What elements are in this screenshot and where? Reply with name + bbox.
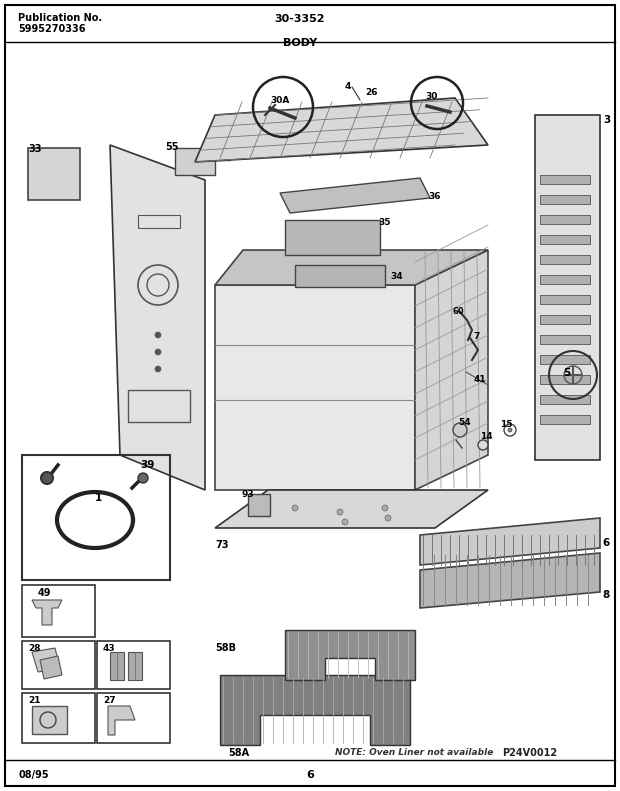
Text: 6: 6 bbox=[306, 770, 314, 780]
Polygon shape bbox=[420, 553, 600, 608]
Bar bbox=[540, 295, 590, 304]
Polygon shape bbox=[175, 148, 230, 175]
Bar bbox=[540, 175, 590, 184]
Text: 41: 41 bbox=[474, 375, 487, 384]
Text: Publication No.: Publication No. bbox=[18, 13, 102, 23]
Text: 39: 39 bbox=[140, 460, 154, 470]
Text: NOTE: Oven Liner not available: NOTE: Oven Liner not available bbox=[335, 748, 494, 757]
Circle shape bbox=[155, 349, 161, 355]
Bar bbox=[540, 215, 590, 224]
Text: 49: 49 bbox=[38, 588, 51, 598]
Polygon shape bbox=[32, 648, 60, 672]
Bar bbox=[128, 652, 142, 680]
Text: 15: 15 bbox=[500, 420, 513, 429]
Polygon shape bbox=[215, 250, 488, 285]
Text: 6: 6 bbox=[602, 538, 609, 548]
Bar bbox=[540, 235, 590, 244]
Bar bbox=[22, 641, 95, 689]
Text: 27: 27 bbox=[103, 696, 115, 705]
Bar bbox=[540, 335, 590, 344]
Text: 30: 30 bbox=[425, 92, 437, 101]
Polygon shape bbox=[535, 115, 600, 460]
Circle shape bbox=[382, 505, 388, 511]
Text: 55: 55 bbox=[165, 142, 179, 152]
Bar bbox=[540, 415, 590, 424]
Polygon shape bbox=[280, 178, 430, 213]
Bar bbox=[540, 375, 590, 384]
Text: 21: 21 bbox=[28, 696, 40, 705]
Bar bbox=[128, 390, 190, 422]
Polygon shape bbox=[220, 675, 410, 745]
Text: 4: 4 bbox=[345, 82, 352, 91]
Bar bbox=[540, 195, 590, 204]
Polygon shape bbox=[40, 656, 62, 679]
Bar bbox=[97, 641, 170, 689]
Text: 7: 7 bbox=[473, 332, 479, 341]
Text: BODY: BODY bbox=[283, 38, 317, 48]
Circle shape bbox=[342, 519, 348, 525]
Polygon shape bbox=[108, 706, 135, 735]
Bar bbox=[22, 693, 95, 743]
Polygon shape bbox=[285, 630, 415, 680]
Text: 5: 5 bbox=[563, 368, 570, 378]
Text: 8: 8 bbox=[602, 590, 609, 600]
Bar bbox=[540, 275, 590, 284]
Text: 14: 14 bbox=[480, 432, 493, 441]
Circle shape bbox=[453, 423, 467, 437]
Text: 3: 3 bbox=[603, 115, 610, 125]
Bar bbox=[22, 585, 95, 637]
Bar bbox=[28, 148, 80, 200]
Text: 35: 35 bbox=[378, 218, 391, 227]
Text: 73: 73 bbox=[215, 540, 229, 550]
Text: 30-3352: 30-3352 bbox=[275, 14, 326, 24]
Circle shape bbox=[385, 515, 391, 521]
Polygon shape bbox=[32, 600, 62, 625]
Text: 36: 36 bbox=[428, 192, 440, 201]
Bar bbox=[295, 265, 385, 287]
Bar bbox=[97, 693, 170, 743]
Circle shape bbox=[478, 440, 488, 450]
Text: P24V0012: P24V0012 bbox=[502, 748, 557, 758]
Text: 54: 54 bbox=[458, 418, 471, 427]
Polygon shape bbox=[110, 145, 205, 490]
Bar bbox=[540, 355, 590, 364]
Circle shape bbox=[337, 509, 343, 515]
Circle shape bbox=[508, 428, 512, 432]
Circle shape bbox=[155, 332, 161, 338]
Bar bbox=[110, 652, 124, 680]
Text: 28: 28 bbox=[28, 644, 40, 653]
Text: 1: 1 bbox=[95, 493, 102, 503]
Polygon shape bbox=[420, 518, 600, 565]
Polygon shape bbox=[415, 250, 488, 490]
Text: 60: 60 bbox=[453, 307, 464, 316]
Circle shape bbox=[292, 505, 298, 511]
Circle shape bbox=[138, 473, 148, 483]
Text: 58B: 58B bbox=[215, 643, 236, 653]
Bar bbox=[32, 706, 67, 734]
Text: 26: 26 bbox=[365, 88, 378, 97]
Circle shape bbox=[155, 366, 161, 372]
Text: 33: 33 bbox=[28, 144, 42, 154]
Bar bbox=[248, 494, 270, 516]
Bar bbox=[540, 315, 590, 324]
Polygon shape bbox=[215, 490, 488, 528]
Polygon shape bbox=[215, 285, 415, 490]
Polygon shape bbox=[195, 98, 488, 162]
Text: 43: 43 bbox=[103, 644, 115, 653]
Bar bbox=[138, 215, 180, 228]
Text: 08/95: 08/95 bbox=[18, 770, 48, 780]
Bar bbox=[540, 395, 590, 404]
Circle shape bbox=[41, 472, 53, 484]
Bar bbox=[22, 455, 170, 580]
Bar bbox=[540, 255, 590, 264]
Polygon shape bbox=[285, 220, 380, 255]
Text: 34: 34 bbox=[390, 272, 402, 281]
Text: 30A: 30A bbox=[270, 96, 290, 105]
Text: 93: 93 bbox=[242, 490, 255, 499]
Text: eReplacementParts.com: eReplacementParts.com bbox=[216, 398, 404, 412]
Text: 5995270336: 5995270336 bbox=[18, 24, 86, 34]
Text: 58A: 58A bbox=[228, 748, 249, 758]
